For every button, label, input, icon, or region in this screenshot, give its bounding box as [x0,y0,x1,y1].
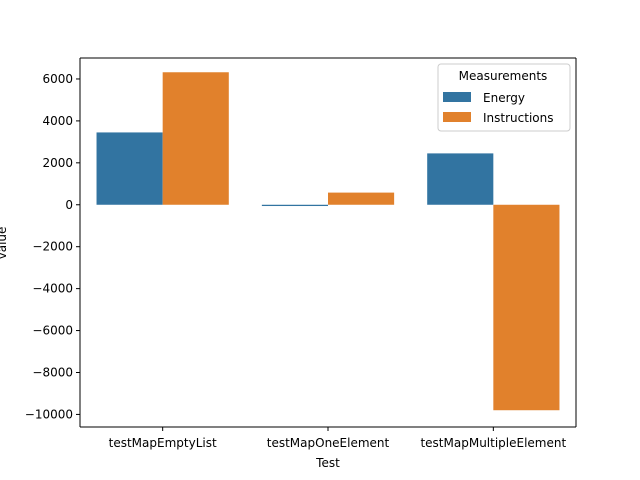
bar-energy-testmaponeelement [261,204,328,207]
y-axis-title: value [0,227,9,260]
y-tick-label: 2000 [42,156,73,170]
y-tick-label: 4000 [42,114,73,128]
bar-energy-testmapmultipleelement [427,153,494,205]
legend-label-instructions: Instructions [483,111,553,125]
legend-title: Measurements [459,69,548,83]
y-tick-label: −8000 [32,365,73,379]
x-tick-label-testmaponeelement: testMapOneElement [267,436,390,450]
legend: Measurements Energy Instructions [437,63,571,132]
y-tick-label: −10000 [25,407,73,421]
bar-instructions-testmapmultipleelement [493,204,560,411]
bar-instructions-testmapemptylist [162,72,229,205]
y-tick-label: −6000 [32,324,73,338]
x-tick-label-testmapemptylist: testMapEmptyList [109,436,217,450]
y-tick-label: 0 [65,198,73,212]
bar-energy-testmapemptylist [96,132,163,205]
legend-label-energy: Energy [483,91,525,105]
legend-swatch-instructions [443,112,471,122]
x-tick-label-testmapmultipleelement: testMapMultipleElement [420,436,566,450]
bar-instructions-testmaponeelement [328,192,395,205]
y-tick-label: 6000 [42,72,73,86]
y-tick-label: −4000 [32,282,73,296]
x-axis-title: Test [315,456,340,470]
y-tick-label: −2000 [32,240,73,254]
bars-group [96,72,560,411]
axes-group: −10000 −8000 −6000 −4000 −2000 0 2000 4000 6000 t… [25,57,577,450]
legend-swatch-energy [443,92,471,102]
